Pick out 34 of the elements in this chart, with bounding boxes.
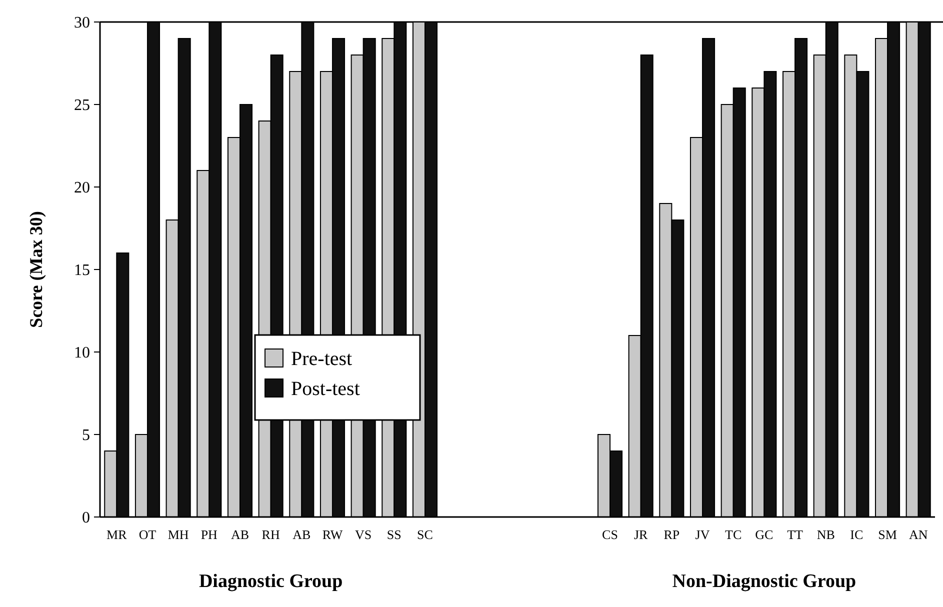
- x-tick-label: NB: [816, 527, 836, 542]
- x-tick-label: PH: [200, 527, 218, 542]
- x-tick-label: SS: [386, 527, 402, 542]
- y-axis-title: Score (Max 30): [26, 211, 46, 328]
- x-tick-label: SM: [878, 527, 898, 542]
- text: Diagnostic Group: [198, 571, 343, 592]
- y-tick-label: 10: [74, 344, 90, 362]
- x-tick-label: VS: [355, 527, 372, 542]
- x-tick-label: OT: [138, 527, 156, 542]
- x-tick-label: AB: [292, 527, 312, 542]
- legend-label: Pre-test: [291, 348, 353, 370]
- y-tick-label: 0: [82, 510, 90, 527]
- x-tick-label: IC: [850, 527, 864, 542]
- x-tick-label: SC: [417, 527, 433, 542]
- x-tick-label: RW: [322, 527, 344, 542]
- x-tick-label: MR: [106, 527, 128, 542]
- y-tick-label: 15: [74, 262, 90, 280]
- x-tick-label: TT: [787, 527, 804, 542]
- x-tick-label: JR: [634, 527, 648, 542]
- x-tick-label: RH: [262, 527, 280, 542]
- y-tick-label: 5: [82, 427, 90, 444]
- x-tick-label: GC: [755, 527, 774, 542]
- x-tick-label: AN: [908, 527, 928, 542]
- x-tick-label: CS: [602, 527, 618, 542]
- y-tick-label: 25: [74, 97, 90, 114]
- y-tick-label: 30: [74, 14, 90, 32]
- y-tick-label: 20: [74, 180, 90, 197]
- legend-label: Post-test: [291, 378, 360, 400]
- x-tick-label: RP: [664, 527, 680, 542]
- x-tick-label: TC: [725, 527, 742, 542]
- text: Non-Diagnostic Group: [672, 571, 856, 592]
- x-tick-label: MH: [168, 527, 189, 542]
- x-tick-label: JV: [695, 527, 710, 542]
- x-tick-label: AB: [230, 527, 250, 542]
